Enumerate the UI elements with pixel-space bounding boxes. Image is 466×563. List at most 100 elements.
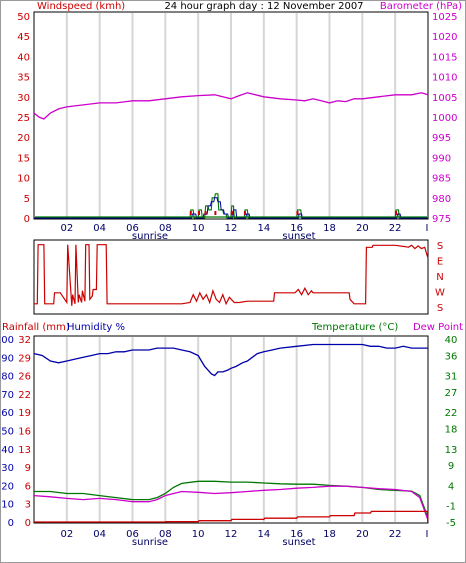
rainfall-tick-label: 6	[25, 481, 31, 492]
wind-peak-mark	[189, 211, 192, 215]
x-tick-label: 22	[389, 529, 402, 540]
windspeed-tick-label: 30	[17, 93, 30, 104]
sunrise-label-bottom: sunrise	[132, 537, 168, 548]
rainfall-tick-label: 13	[18, 445, 31, 456]
dewpoint-line	[33, 485, 429, 521]
windspeed-tick-label: 25	[17, 113, 30, 124]
x-tick-label: 22	[389, 223, 402, 234]
x-tick-label: 02	[60, 529, 73, 540]
rainfall-tick-label: 26	[18, 372, 31, 383]
wind-gust-line	[34, 197, 428, 219]
sunset-label-bottom: sunset	[282, 537, 315, 548]
x-tick-label: 18	[323, 223, 336, 234]
temperature-tick-label: 31	[445, 372, 458, 383]
windspeed-tick-label: 50	[17, 12, 30, 23]
temperature-axis-label: Temperature (°C)	[311, 322, 398, 333]
x-tick-label: 12	[225, 223, 238, 234]
rainfall-tick-label: 22	[18, 390, 31, 401]
rainfall-tick-label: 32	[18, 335, 31, 346]
humidity-tick-label: 70	[1, 390, 14, 401]
temperature-tick-label: 13	[445, 445, 458, 456]
chart-title: 24 hour graph day : 12 November 2007	[164, 1, 363, 12]
rainfall-tick-label: 16	[18, 427, 31, 438]
dewpoint-axis-label: Dew Point	[413, 322, 463, 333]
rainfall-tick-label: 19	[18, 408, 31, 419]
temperature-tick-label: 4	[448, 481, 454, 492]
humidity-tick-label: 60	[1, 408, 14, 419]
windspeed-tick-label: 20	[17, 133, 30, 144]
x-tick-label: 20	[356, 529, 369, 540]
windspeed-tick-label: 10	[17, 174, 30, 185]
x-tick-label: 16	[290, 529, 303, 540]
barometer-tick-label: 990	[432, 153, 451, 164]
temperature-tick-label: -1	[446, 502, 456, 513]
humidity-axis-label: Humidity %	[67, 322, 125, 333]
direction-panel-border	[33, 239, 429, 315]
windspeed-tick-label: 5	[24, 194, 30, 205]
barometer-tick-label: 1000	[432, 113, 457, 124]
x-tick-label: 18	[323, 529, 336, 540]
barometer-tick-label: 995	[432, 133, 451, 144]
bottom-panel-grid	[65, 337, 397, 522]
barometer-tick-label: 1025	[432, 12, 457, 23]
x-end-marker: I	[426, 223, 429, 234]
humidity-tick-label: 10	[1, 500, 14, 511]
sunrise-label-top: sunrise	[132, 231, 168, 242]
rainfall-tick-label: 3	[25, 500, 31, 511]
temperature-tick-label: -5	[446, 518, 456, 529]
humidity-tick-label: 20	[1, 481, 14, 492]
windspeed-tick-label: 35	[17, 73, 30, 84]
barometer-tick-label: 1010	[432, 73, 457, 84]
x-tick-label: 08	[159, 529, 172, 540]
x-tick-label: 06	[126, 529, 139, 540]
windspeed-line	[34, 193, 428, 219]
temperature-tick-label: 40	[445, 335, 458, 346]
top-panel-border	[33, 11, 429, 220]
direction-label: N	[436, 272, 443, 283]
humidity-line	[33, 343, 428, 377]
x-tick-label: 06	[126, 223, 139, 234]
x-tick-label: 12	[225, 529, 238, 540]
rainfall-tick-label: 9	[25, 463, 31, 474]
barometer-tick-label: 1020	[432, 32, 457, 43]
x-tick-label: 10	[192, 223, 205, 234]
wind-peak-mark	[197, 211, 200, 215]
temperature-tick-label: 9	[448, 461, 454, 472]
barometer-tick-label: 1015	[432, 52, 457, 63]
windspeed-axis-label: Windspeed (kmh)	[37, 1, 125, 12]
axis-tick-labels: 0202040406060808101012121414161618182020…	[0, 12, 457, 540]
direction-label: S	[437, 303, 443, 314]
rainfall-tick-label: 0	[25, 518, 31, 529]
humidity-tick-label: 100	[0, 335, 14, 346]
humidity-tick-label: 80	[1, 372, 14, 383]
x-tick-label: 10	[192, 529, 205, 540]
wind-peak-mark	[230, 211, 233, 215]
barometer-tick-label: 980	[432, 194, 451, 205]
sunset-label-top: sunset	[282, 231, 315, 242]
humidity-tick-label: 0	[8, 518, 14, 529]
x-tick-label: 14	[257, 223, 270, 234]
x-tick-label: 02	[60, 223, 73, 234]
wind-peak-mark	[204, 211, 207, 215]
temperature-tick-label: 22	[445, 408, 458, 419]
barometer-tick-label: 985	[432, 174, 451, 185]
windspeed-tick-label: 15	[17, 153, 30, 164]
x-tick-label: 14	[257, 529, 270, 540]
x-tick-label: 08	[159, 223, 172, 234]
humidity-tick-label: 30	[1, 463, 14, 474]
barometer-line	[33, 92, 429, 120]
x-tick-label: 04	[93, 223, 106, 234]
humidity-tick-label: 50	[1, 427, 14, 438]
x-tick-label: 20	[356, 223, 369, 234]
wind-peak-mark	[214, 211, 217, 215]
barometer-tick-label: 975	[432, 214, 451, 225]
rainfall-line	[34, 510, 428, 523]
barometer-axis-label: Barometer (hPa)	[380, 1, 462, 12]
humidity-tick-label: 90	[1, 353, 14, 364]
rainfall-tick-label: 29	[18, 353, 31, 364]
temperature-tick-label: 36	[445, 351, 458, 362]
humidity-tick-label: 40	[1, 445, 14, 456]
barometer-tick-label: 1005	[432, 93, 457, 104]
direction-label: E	[437, 257, 443, 268]
